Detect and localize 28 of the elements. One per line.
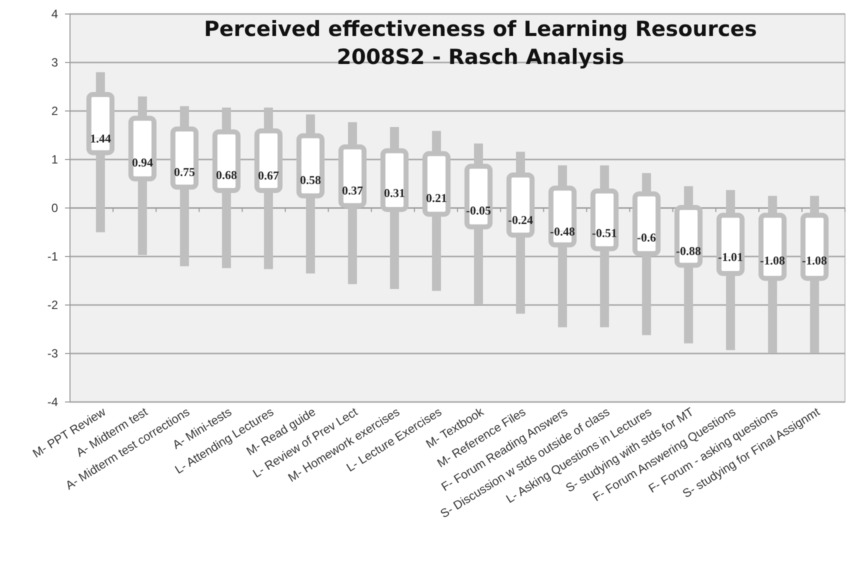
y-tick-label: 4	[51, 7, 58, 22]
annotation: 0.94	[132, 156, 153, 170]
annotation: 0.37	[342, 183, 363, 198]
annotation: -0.51	[592, 226, 618, 240]
annotation: 1.44	[90, 131, 111, 146]
annotation: -0.88	[676, 244, 702, 258]
y-tick-label: -3	[47, 346, 58, 361]
annotation: 0.67	[258, 168, 279, 183]
annotation: 0.31	[384, 186, 405, 200]
y-tick-label: -4	[47, 395, 58, 410]
annotation: -1.01	[718, 250, 744, 264]
annotation: -1.08	[802, 254, 828, 268]
text: Perceived effectiveness of Learning Resources 2008S2 - Rasch Analysis	[204, 17, 758, 69]
annotation: 0.68	[216, 168, 237, 182]
annotation: 0.75	[174, 164, 195, 179]
annotation: -0.05	[466, 204, 492, 218]
y-tick-label: 2	[51, 104, 58, 118]
y-tick-label: 1	[51, 152, 58, 167]
annotation: -0.24	[508, 212, 534, 227]
y-tick-label: 0	[51, 201, 58, 216]
annotation: -0.6	[637, 230, 656, 244]
annotation: -1.08	[760, 254, 786, 268]
annotation: 0.58	[300, 173, 321, 188]
y-tick-label: -2	[47, 298, 58, 312]
y-tick-label: -1	[47, 250, 58, 264]
annotation: -0.48	[550, 224, 576, 238]
annotation: 0.21	[426, 191, 447, 206]
y-tick-label: 3	[51, 56, 58, 70]
